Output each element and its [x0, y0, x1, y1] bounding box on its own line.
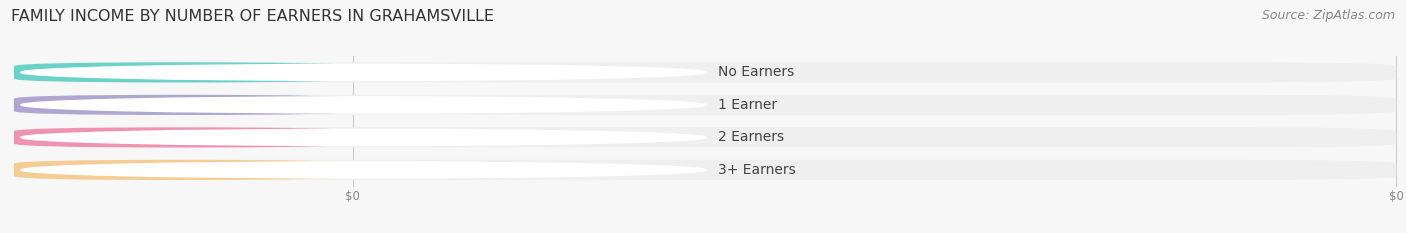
FancyBboxPatch shape: [14, 62, 1396, 82]
Text: $0: $0: [1389, 190, 1403, 203]
FancyBboxPatch shape: [14, 95, 1396, 115]
Text: 2 Earners: 2 Earners: [717, 130, 783, 144]
Text: 1 Earner: 1 Earner: [717, 98, 776, 112]
FancyBboxPatch shape: [14, 160, 1396, 180]
Circle shape: [21, 97, 706, 113]
Text: No Earners: No Earners: [717, 65, 794, 79]
FancyBboxPatch shape: [14, 127, 1396, 147]
FancyBboxPatch shape: [14, 127, 353, 147]
Text: FAMILY INCOME BY NUMBER OF EARNERS IN GRAHAMSVILLE: FAMILY INCOME BY NUMBER OF EARNERS IN GR…: [11, 9, 495, 24]
Circle shape: [21, 64, 706, 80]
Text: Source: ZipAtlas.com: Source: ZipAtlas.com: [1261, 9, 1395, 22]
Text: $0: $0: [346, 190, 360, 203]
Circle shape: [21, 129, 706, 145]
Text: $0: $0: [321, 131, 339, 144]
Text: 3+ Earners: 3+ Earners: [717, 163, 796, 177]
FancyBboxPatch shape: [14, 62, 353, 82]
Circle shape: [21, 162, 706, 178]
Text: $0: $0: [321, 66, 339, 79]
Text: $0: $0: [321, 163, 339, 176]
FancyBboxPatch shape: [14, 160, 353, 180]
FancyBboxPatch shape: [14, 95, 353, 115]
Text: $0: $0: [321, 98, 339, 111]
